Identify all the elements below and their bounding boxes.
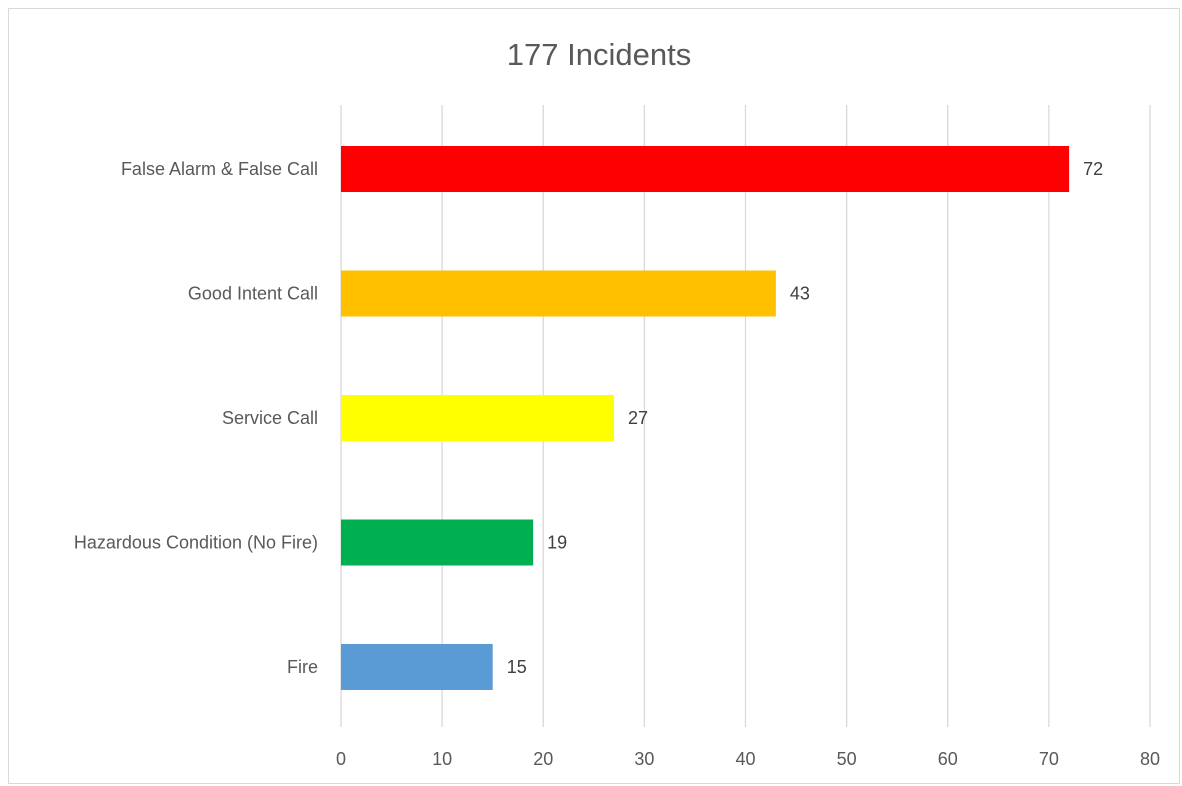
data-label: 43 [790, 284, 810, 304]
category-label: False Alarm & False Call [121, 159, 318, 179]
x-tick-label: 10 [432, 749, 452, 769]
x-tick-label: 50 [837, 749, 857, 769]
bar [341, 519, 534, 566]
data-label: 27 [628, 408, 648, 428]
category-label: Fire [287, 657, 318, 677]
category-labels: False Alarm & False Call Good Intent Call… [74, 159, 318, 677]
bar [341, 395, 615, 441]
data-labels: 72 43 27 19 15 [507, 159, 1103, 677]
x-tick-label: 0 [336, 749, 346, 769]
x-tick-label: 80 [1140, 749, 1160, 769]
category-label: Good Intent Call [188, 284, 318, 304]
bar [341, 644, 493, 690]
x-axis-tick-labels: 0 10 20 30 40 50 60 70 80 [336, 749, 1160, 769]
category-label: Service Call [222, 408, 318, 428]
x-tick-label: 70 [1039, 749, 1059, 769]
x-tick-label: 30 [634, 749, 654, 769]
x-tick-label: 40 [735, 749, 755, 769]
bar [341, 270, 776, 317]
x-tick-label: 60 [938, 749, 958, 769]
data-label: 72 [1083, 159, 1103, 179]
x-tick-label: 20 [533, 749, 553, 769]
gridlines [340, 105, 1151, 727]
chart-title: 177 Incidents [507, 37, 691, 72]
bar [341, 146, 1070, 192]
data-label: 15 [507, 657, 527, 677]
bars [341, 146, 1070, 690]
category-label: Hazardous Condition (No Fire) [74, 533, 318, 553]
data-label: 19 [547, 533, 567, 553]
